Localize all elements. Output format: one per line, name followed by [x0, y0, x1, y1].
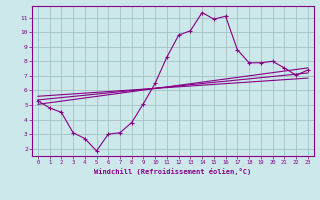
X-axis label: Windchill (Refroidissement éolien,°C): Windchill (Refroidissement éolien,°C) — [94, 168, 252, 175]
